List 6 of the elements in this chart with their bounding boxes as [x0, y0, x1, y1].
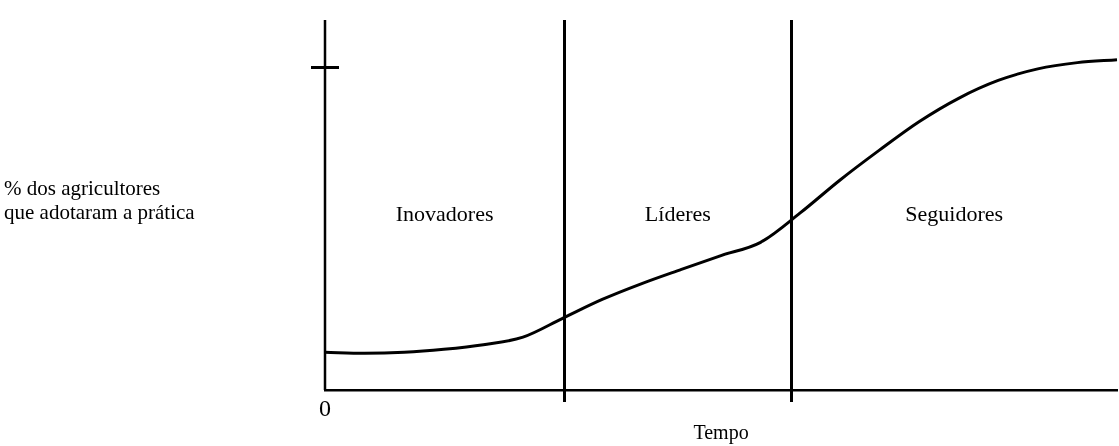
- x-axis-title: Tempo: [693, 421, 749, 445]
- text: % dos agricultores que adotaram a prática: [4, 176, 196, 225]
- annotation: Inovadores: [395, 200, 494, 226]
- annotation: Seguidores: [905, 200, 1004, 226]
- text: 0: [319, 395, 331, 422]
- annotation: Líderes: [644, 200, 711, 226]
